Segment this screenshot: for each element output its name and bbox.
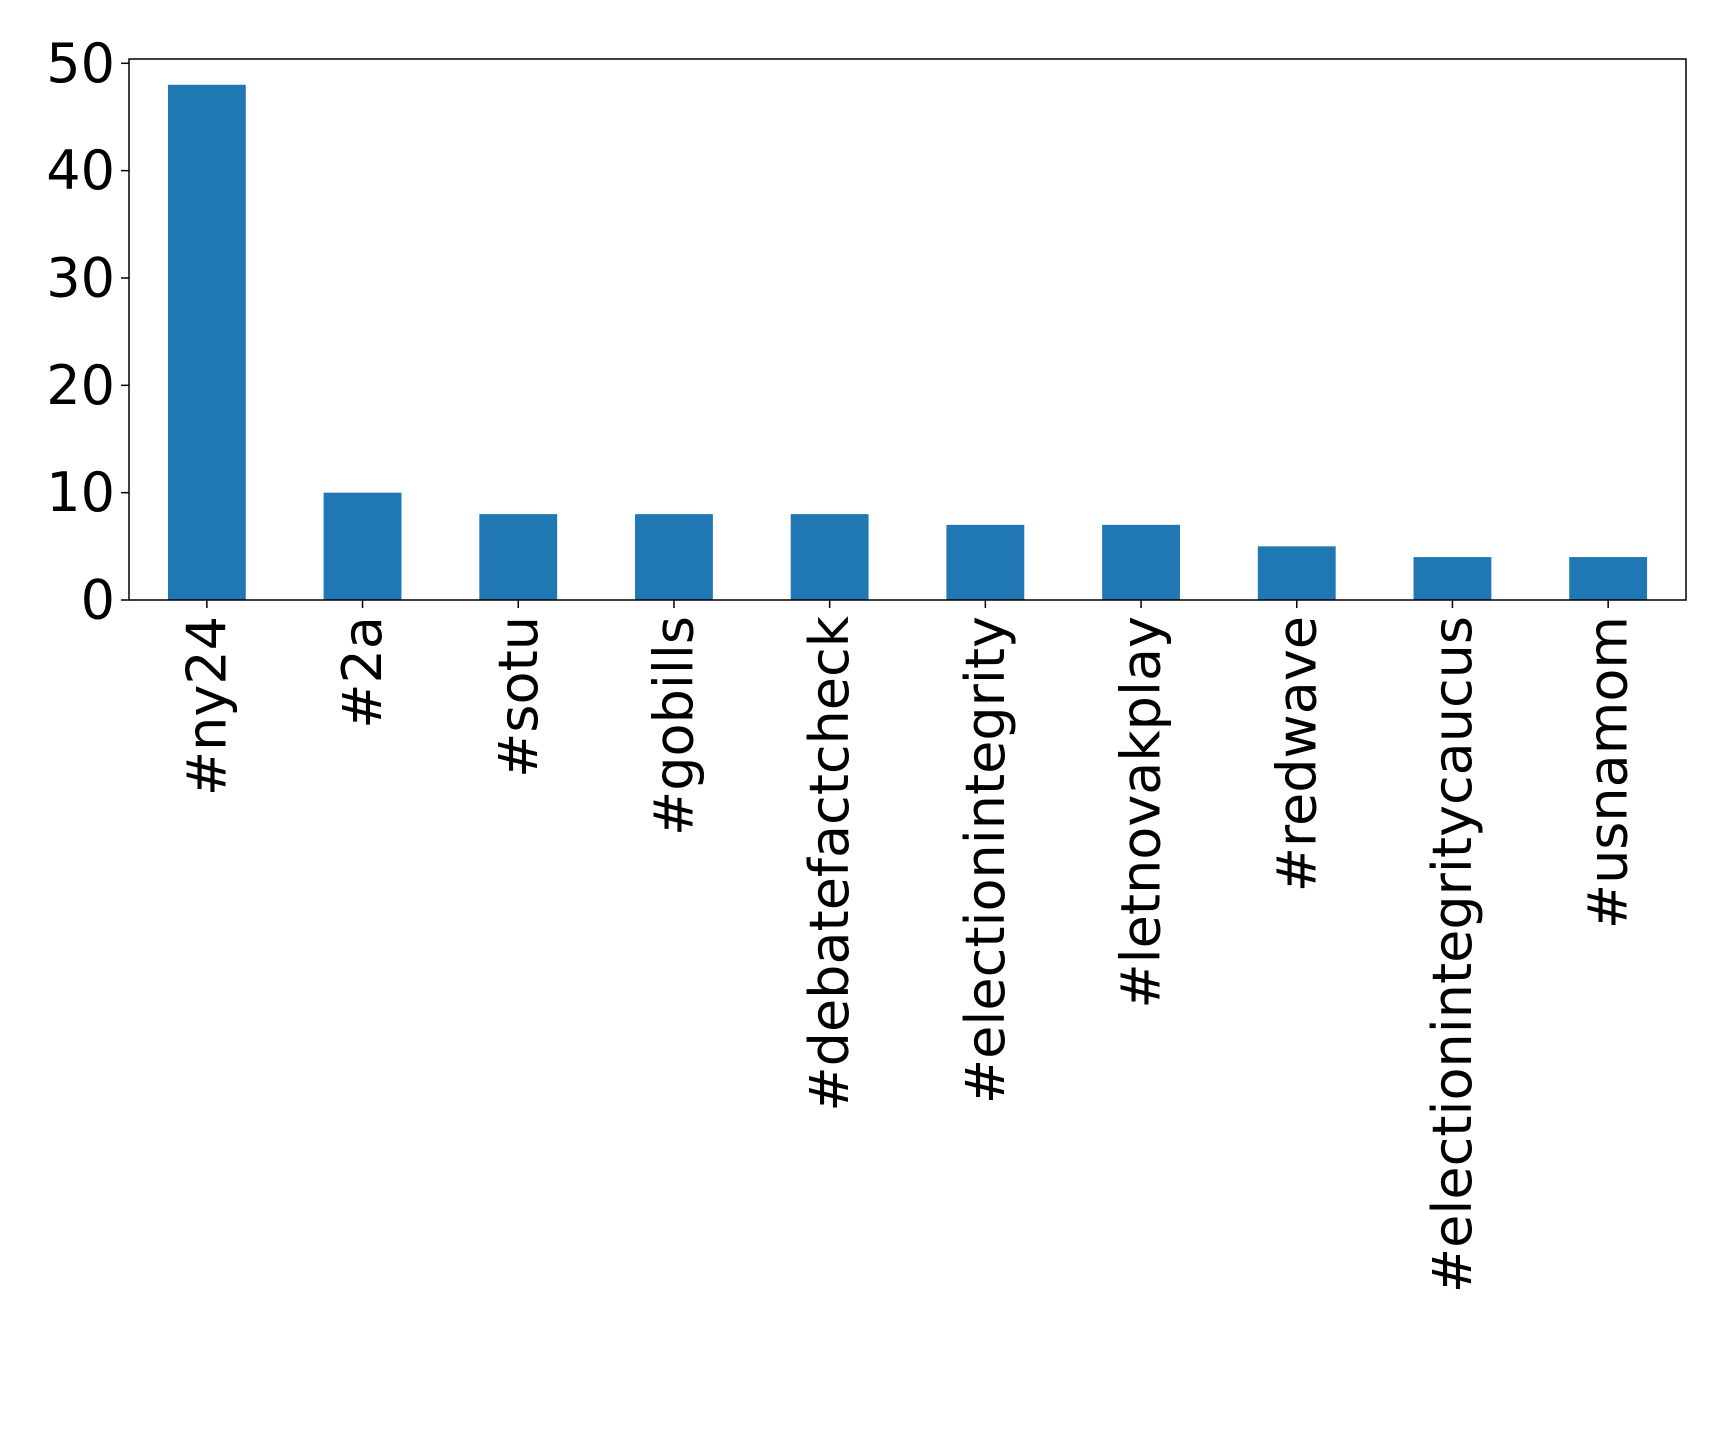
x-tick-label: #ny24 [175,616,238,796]
x-tick-label: #debatefactcheck [798,615,861,1111]
y-tick-label: 20 [46,354,115,417]
x-axis: #ny24 #2a #sotu #gobills #debatefactcheck #el… [175,600,1640,1293]
y-tick-label: 50 [46,32,115,95]
x-tick-label: #redwave [1265,616,1328,892]
y-tick-label: 40 [46,139,115,202]
bar [635,514,713,600]
bar [167,84,246,600]
x-tick-label: #electionintegrity [954,616,1017,1104]
bar [1257,546,1336,600]
y-tick-label: 30 [46,246,115,309]
x-tick-label: #letnovakplay [1110,616,1173,1009]
bar [946,524,1025,600]
bar [1413,557,1492,600]
bar [1569,557,1648,600]
y-axis: 0 10 20 30 40 50 [46,32,129,632]
x-tick-label: #sotu [487,616,550,778]
bars-group [167,84,1648,600]
x-tick-label: #electionintegritycaucus [1421,616,1484,1293]
plot-frame [128,58,1687,601]
x-tick-label: #2a [331,616,394,729]
x-tick-label: #gobills [642,616,705,836]
y-tick-label: 10 [46,461,115,524]
bar [790,514,869,600]
bar [479,514,558,600]
x-tick-label: #usnamom [1577,616,1640,929]
y-tick-label: 0 [81,569,115,632]
bar [1102,524,1180,600]
bar [323,492,402,600]
